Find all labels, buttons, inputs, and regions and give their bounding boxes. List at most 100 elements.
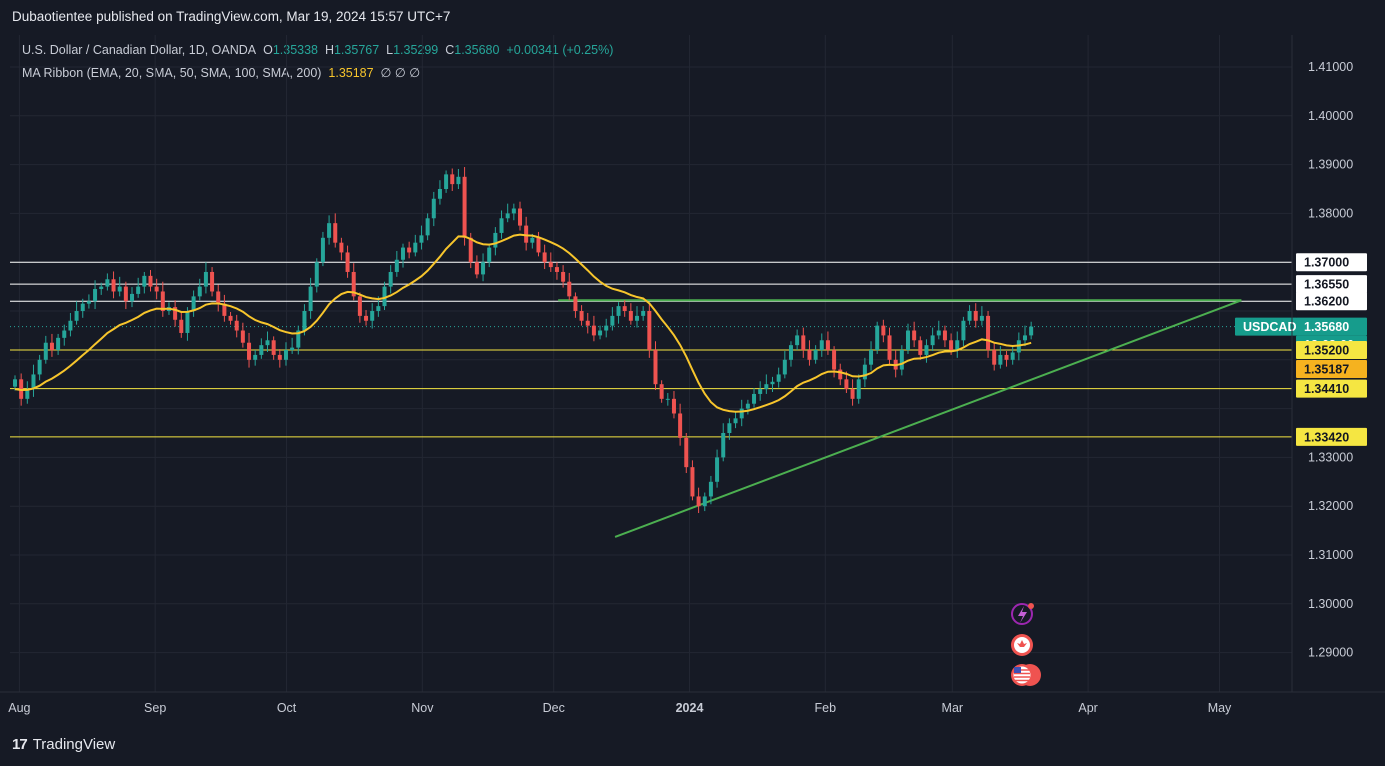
symbol-legend: U.S. Dollar / Canadian Dollar, 1D, OANDA… bbox=[22, 43, 613, 57]
notification-dot-icon bbox=[1028, 603, 1034, 609]
indicator-legend: MA Ribbon (EMA, 20, SMA, 50, SMA, 100, S… bbox=[22, 65, 420, 80]
lightning-event-icon bbox=[1011, 603, 1033, 625]
candle-body bbox=[474, 262, 479, 275]
candle-body bbox=[573, 296, 578, 311]
price-badge-bg bbox=[1296, 317, 1367, 336]
candle-body bbox=[869, 350, 874, 365]
candle-body bbox=[554, 267, 559, 272]
ohlc-low: 1.35299 bbox=[393, 43, 439, 57]
candle-body bbox=[431, 198, 436, 219]
candle-body bbox=[598, 330, 603, 336]
tradingview-logo: 17 bbox=[12, 736, 28, 753]
time-axis[interactable]: Aug Sep Oct Nov Dec 2024 Feb Mar Apr May bbox=[0, 35, 1385, 715]
price-badge-label: 1.36550 bbox=[1304, 278, 1349, 292]
candle-body bbox=[647, 311, 652, 351]
grid bbox=[10, 35, 1292, 692]
event-markers[interactable] bbox=[1011, 603, 1041, 686]
ohlc-close: 1.35680 bbox=[454, 43, 500, 57]
candle-body bbox=[259, 345, 264, 355]
candle-body bbox=[327, 223, 332, 238]
candle-body bbox=[998, 354, 1003, 365]
trendline bbox=[614, 299, 1242, 538]
candle-body bbox=[173, 307, 178, 320]
candle-body bbox=[801, 335, 806, 351]
candle-body bbox=[37, 359, 42, 375]
candle-body bbox=[776, 374, 781, 382]
candle-body bbox=[210, 271, 215, 292]
price-badge-label: 1.35680 bbox=[1304, 320, 1349, 334]
footer-brand: 17 TradingView bbox=[12, 736, 115, 753]
candle-body bbox=[468, 237, 473, 263]
time-tick-label: Nov bbox=[411, 701, 434, 715]
candle-body bbox=[825, 340, 830, 351]
candle-body bbox=[117, 286, 122, 292]
candle-body bbox=[912, 330, 917, 341]
candle-body bbox=[795, 335, 800, 346]
candle-body bbox=[283, 350, 288, 360]
candle-body bbox=[622, 306, 627, 311]
candle-body bbox=[1029, 326, 1034, 336]
time-tick-label: Dec bbox=[543, 701, 565, 715]
candle-body bbox=[739, 408, 744, 419]
candle-body bbox=[407, 247, 412, 253]
candle-body bbox=[487, 247, 492, 263]
candle-body bbox=[136, 286, 141, 294]
candle-body bbox=[123, 286, 128, 302]
price-tick-label: 1.39000 bbox=[1308, 158, 1353, 172]
candle-body bbox=[875, 325, 880, 351]
lightning-bolt-icon bbox=[1018, 606, 1027, 623]
candle-body bbox=[936, 330, 941, 336]
candle-body bbox=[955, 340, 960, 351]
candle-body bbox=[31, 374, 36, 390]
candle-body bbox=[764, 384, 769, 390]
candle-body bbox=[930, 335, 935, 346]
candle-body bbox=[357, 296, 362, 316]
ohlc-low-label: L bbox=[386, 43, 394, 57]
candle-body bbox=[56, 337, 61, 351]
candle-body bbox=[265, 340, 270, 346]
time-tick-label: Apr bbox=[1078, 701, 1097, 715]
candle-body bbox=[456, 176, 461, 185]
candle-body bbox=[43, 342, 48, 360]
candle-body bbox=[548, 262, 553, 268]
candle-body bbox=[437, 189, 442, 199]
price-tick-label: 1.30000 bbox=[1308, 597, 1353, 611]
candle-body bbox=[967, 311, 972, 321]
candle-body bbox=[99, 286, 104, 290]
candle-body bbox=[74, 311, 79, 321]
candle-body bbox=[1010, 352, 1015, 360]
candle-body bbox=[758, 389, 763, 394]
candle-body bbox=[203, 271, 208, 287]
price-badge-label: USDCAD bbox=[1243, 320, 1296, 334]
trendlines bbox=[558, 299, 1242, 538]
ohlc-open-label: O bbox=[263, 43, 273, 57]
candle-body bbox=[222, 303, 227, 316]
candle-body bbox=[197, 286, 202, 297]
time-tick-label: Sep bbox=[144, 701, 166, 715]
ema-20-line bbox=[14, 233, 1032, 413]
price-badge-label: 1.36200 bbox=[1304, 295, 1349, 309]
candle-body bbox=[505, 213, 510, 219]
candle-body bbox=[887, 335, 892, 360]
candle-body bbox=[733, 418, 738, 424]
candle-body bbox=[240, 330, 245, 343]
tradingview-label: TradingView bbox=[32, 736, 116, 753]
candle-body bbox=[444, 174, 449, 189]
time-tick-label: Aug bbox=[8, 701, 30, 715]
price-axis[interactable]: 1.41000 1.40000 1.39000 1.38000 1.33000 1.320… bbox=[1235, 60, 1367, 660]
candle-body bbox=[12, 379, 18, 387]
ohlc-open: 1.35338 bbox=[272, 43, 318, 57]
price-badge-bg bbox=[1296, 275, 1367, 294]
candle-body bbox=[838, 369, 843, 380]
candle-body bbox=[179, 319, 184, 333]
candle-body bbox=[247, 342, 252, 360]
candle-body bbox=[425, 218, 430, 236]
candle-body bbox=[351, 271, 356, 297]
candle-body bbox=[635, 315, 640, 321]
candle-body bbox=[924, 345, 929, 355]
candle-body bbox=[253, 354, 258, 360]
candle-body bbox=[715, 457, 720, 482]
candle-body bbox=[973, 311, 978, 321]
candle-body bbox=[160, 291, 165, 311]
